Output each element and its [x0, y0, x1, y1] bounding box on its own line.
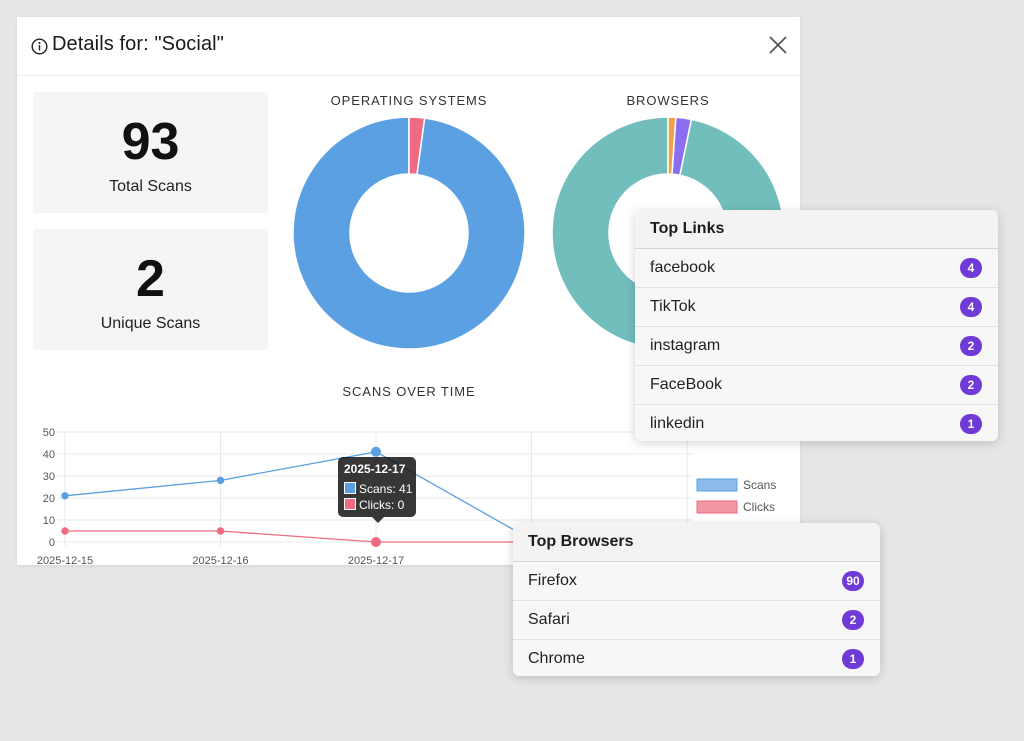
- top-browser-count-badge: 2: [842, 610, 864, 630]
- data-point-scans[interactable]: [371, 446, 381, 457]
- x-tick-label: 2025-12-17: [348, 555, 404, 565]
- top-link-count-badge: 4: [960, 297, 982, 317]
- os-donut-slice-1[interactable]: [408, 116, 426, 176]
- top-browser-label: Safari: [528, 611, 570, 628]
- tooltip-clicks: Clicks: 0: [344, 498, 404, 512]
- os-donut-slice-0[interactable]: [292, 116, 526, 350]
- top-link-label: instagram: [650, 337, 721, 354]
- top-browser-label: Firefox: [528, 572, 577, 589]
- top-link-count-badge: 1: [960, 414, 982, 434]
- data-point-clicks[interactable]: [371, 537, 381, 547]
- top-link-label: linkedin: [650, 415, 705, 432]
- top-link-label: facebook: [650, 259, 715, 276]
- top-browser-row[interactable]: Chrome 1: [513, 640, 880, 676]
- tooltip-title: 2025-12-17: [344, 462, 406, 476]
- chart-tooltip: 2025-12-17 Scans: 41 Clicks: 0: [338, 457, 416, 523]
- scans-chart-title: SCANS OVER TIME: [342, 384, 476, 399]
- clicks-swatch: [344, 498, 356, 510]
- top-browser-label: Chrome: [528, 650, 585, 667]
- close-icon[interactable]: [767, 34, 789, 56]
- top-link-count-badge: 2: [960, 336, 982, 356]
- y-tick-label: 30: [43, 471, 55, 483]
- os-chart-title: OPERATING SYSTEMS: [330, 93, 488, 108]
- top-browsers-title: Top Browsers: [513, 523, 880, 562]
- y-tick-label: 40: [43, 449, 55, 461]
- top-link-row[interactable]: facebook 4: [635, 249, 998, 288]
- top-browser-row[interactable]: Firefox 90: [513, 562, 880, 601]
- data-point-scans[interactable]: [61, 492, 69, 500]
- os-donut-chart: [292, 116, 526, 350]
- y-tick-label: 50: [43, 427, 55, 439]
- data-point-clicks[interactable]: [216, 527, 225, 535]
- legend-label-scans: Scans: [743, 478, 776, 492]
- legend-swatch-scans: [696, 478, 738, 492]
- unique-scans-label: Unique Scans: [100, 315, 201, 332]
- data-point-scans[interactable]: [216, 476, 225, 485]
- top-link-label: TikTok: [650, 298, 696, 315]
- unique-scans-value: 2: [136, 250, 165, 308]
- tooltip-caret: [372, 517, 384, 523]
- top-link-row[interactable]: linkedin 1: [635, 405, 998, 441]
- y-tick-label: 20: [43, 493, 55, 505]
- top-browsers-popover: Top Browsers Firefox 90 Safari 2 Chrome …: [513, 523, 880, 676]
- info-icon: [31, 38, 48, 55]
- x-tick-label: 2025-12-15: [37, 555, 93, 565]
- top-link-row[interactable]: FaceBook 2: [635, 366, 998, 405]
- tooltip-scans: Scans: 41: [344, 482, 412, 496]
- top-links-popover: Top Links facebook 4 TikTok 4 instagram …: [635, 210, 998, 441]
- data-point-clicks[interactable]: [61, 527, 69, 535]
- top-browser-count-badge: 1: [842, 649, 864, 669]
- total-scans-label: Total Scans: [109, 178, 192, 195]
- top-link-row[interactable]: instagram 2: [635, 327, 998, 366]
- x-tick-label: 2025-12-16: [192, 555, 248, 565]
- top-links-title: Top Links: [635, 210, 998, 249]
- y-tick-label: 10: [43, 515, 55, 527]
- legend-swatch-clicks: [696, 500, 738, 514]
- top-browser-row[interactable]: Safari 2: [513, 601, 880, 640]
- top-link-row[interactable]: TikTok 4: [635, 288, 998, 327]
- tooltip-scans-text: Scans: 41: [359, 482, 413, 496]
- modal-header: Details for: "Social": [17, 17, 800, 76]
- scans-swatch: [344, 482, 356, 494]
- y-tick-label: 0: [49, 537, 55, 549]
- top-link-label: FaceBook: [650, 376, 723, 393]
- browsers-chart-title: BROWSERS: [626, 93, 710, 108]
- top-link-count-badge: 4: [960, 258, 982, 278]
- browser-donut-slice-2[interactable]: [667, 116, 677, 175]
- modal-title: Details for: "Social": [52, 33, 224, 55]
- unique-scans-card: 2 Unique Scans: [33, 229, 268, 350]
- legend-label-clicks: Clicks: [743, 500, 775, 514]
- total-scans-value: 93: [121, 113, 180, 171]
- top-browser-count-badge: 90: [842, 571, 864, 591]
- tooltip-clicks-text: Clicks: 0: [359, 498, 405, 512]
- total-scans-card: 93 Total Scans: [33, 92, 268, 213]
- top-link-count-badge: 2: [960, 375, 982, 395]
